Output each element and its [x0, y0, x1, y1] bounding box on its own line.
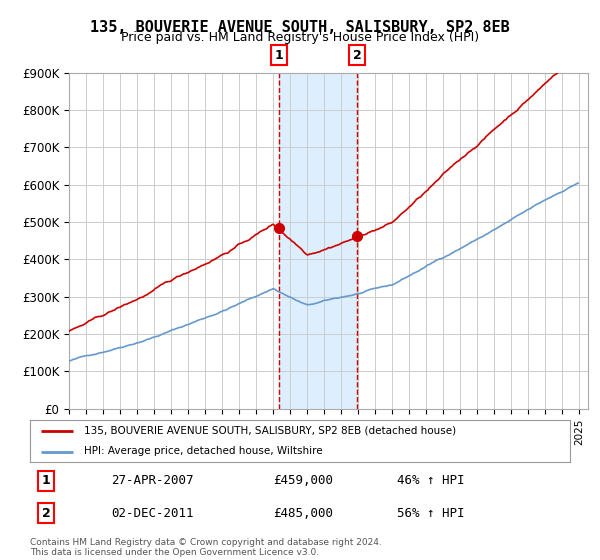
Text: Price paid vs. HM Land Registry's House Price Index (HPI): Price paid vs. HM Land Registry's House … [121, 31, 479, 44]
Text: 1: 1 [274, 49, 283, 62]
Text: 2: 2 [353, 49, 361, 62]
Text: 02-DEC-2011: 02-DEC-2011 [111, 507, 193, 520]
Text: 46% ↑ HPI: 46% ↑ HPI [397, 474, 465, 487]
Text: 27-APR-2007: 27-APR-2007 [111, 474, 193, 487]
Text: 1: 1 [42, 474, 50, 487]
Text: 56% ↑ HPI: 56% ↑ HPI [397, 507, 465, 520]
Text: £485,000: £485,000 [273, 507, 333, 520]
Text: 2: 2 [42, 507, 50, 520]
Bar [278, 73, 357, 409]
Text: £459,000: £459,000 [273, 474, 333, 487]
Text: Contains HM Land Registry data © Crown copyright and database right 2024.
This d: Contains HM Land Registry data © Crown c… [30, 538, 382, 557]
Text: HPI: Average price, detached house, Wiltshire: HPI: Average price, detached house, Wilt… [84, 446, 323, 456]
Text: 135, BOUVERIE AVENUE SOUTH, SALISBURY, SP2 8EB: 135, BOUVERIE AVENUE SOUTH, SALISBURY, S… [90, 20, 510, 35]
Text: 135, BOUVERIE AVENUE SOUTH, SALISBURY, SP2 8EB (detached house): 135, BOUVERIE AVENUE SOUTH, SALISBURY, S… [84, 426, 456, 436]
